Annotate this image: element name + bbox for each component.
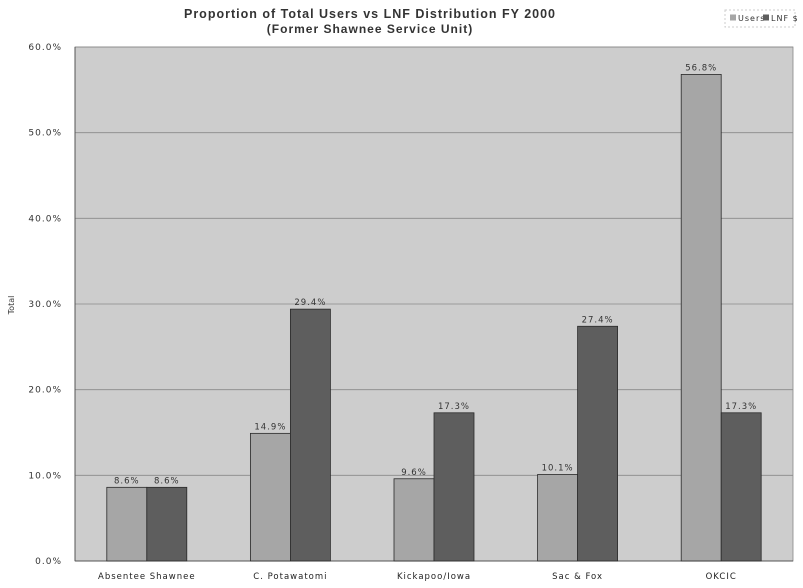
y-tick-label: 30.0% [28, 300, 62, 310]
data-label-users: 56.8% [685, 63, 717, 73]
category-label: Absentee Shawnee [98, 572, 196, 582]
legend: Users LNF $ [724, 9, 799, 28]
data-label-users: 10.1% [542, 463, 574, 473]
legend-swatch-users [730, 14, 736, 21]
data-label-users: 14.9% [254, 422, 286, 432]
bar-lnf [433, 412, 475, 562]
y-axis-title: Total [7, 296, 16, 316]
legend-swatch-lnf [763, 14, 769, 21]
y-tick-label: 40.0% [28, 214, 62, 224]
bar-users [249, 432, 291, 562]
y-tick-label: 0.0% [35, 557, 62, 567]
data-label-lnf: 17.3% [725, 402, 757, 412]
bar-lnf [146, 486, 188, 562]
y-tick-label: 50.0% [28, 129, 62, 139]
bar-users [680, 74, 722, 562]
legend-label-users: Users [738, 14, 765, 23]
bar-users [393, 478, 435, 562]
data-labels: 8.6% 8.6% 14.9% 29.4% 9.6% 17.3% 10.1% 27.4% 56.… [114, 63, 757, 486]
data-label-lnf: 8.6% [154, 476, 180, 486]
y-tick-label: 60.0% [28, 43, 62, 53]
data-label-lnf: 17.3% [438, 402, 470, 412]
y-axis-ticks: 0.0% 10.0% 20.0% 30.0% 40.0% 50.0% 60.0% [28, 43, 62, 567]
bar-lnf [289, 308, 331, 562]
category-label: Sac & Fox [552, 572, 603, 582]
chart-title-line-2: (Former Shawnee Service Unit) [267, 22, 473, 36]
category-label: C. Potawatomi [253, 572, 327, 582]
bar-users [537, 474, 578, 562]
data-label-users: 9.6% [401, 468, 427, 478]
bar-lnf [577, 325, 618, 562]
data-label-lnf: 27.4% [582, 315, 614, 325]
legend-label-lnf: LNF $ [771, 14, 799, 23]
y-tick-label: 10.0% [28, 471, 62, 481]
data-label-lnf: 29.4% [294, 298, 326, 308]
category-label: Kickapoo/Iowa [397, 572, 471, 582]
bar-users [106, 486, 148, 562]
y-tick-label: 20.0% [28, 386, 62, 396]
bars [106, 74, 762, 562]
chart-title-line-1: Proportion of Total Users vs LNF Distrib… [184, 7, 556, 21]
bar-lnf [720, 412, 762, 562]
category-label: OKCIC [706, 572, 737, 582]
data-label-users: 8.6% [114, 476, 140, 486]
category-labels: Absentee Shawnee C. Potawatomi Kickapoo/Io… [98, 572, 737, 582]
